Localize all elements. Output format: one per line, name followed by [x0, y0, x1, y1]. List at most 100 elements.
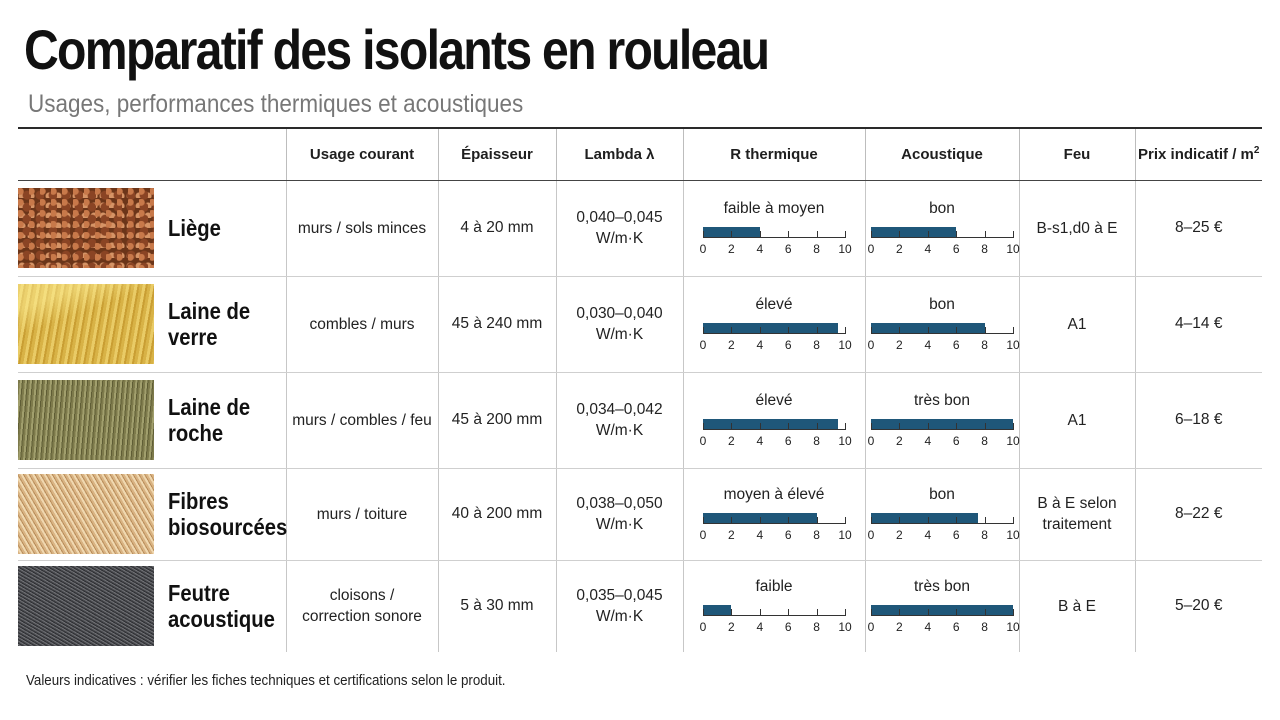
- scale-tick-label: 4: [756, 528, 764, 542]
- scale-tick-label: 8: [981, 242, 988, 256]
- scale-tick-label: 4: [924, 434, 932, 448]
- scale-baseline: [703, 429, 845, 430]
- feu-value: A1: [1067, 411, 1087, 429]
- scale-tick-label: 10: [838, 338, 852, 352]
- material-name: Laine de verre: [168, 298, 251, 350]
- r-thermique-cell: élevé 0 2 4 6 8 10: [682, 276, 865, 373]
- scale-baseline: [871, 333, 1013, 334]
- acoustique-bar: [871, 605, 1013, 617]
- acoustique-meter: bon 0 2 4 6 8 10: [866, 199, 1020, 257]
- scale-tick: [984, 327, 986, 334]
- scale-tick: [816, 231, 818, 238]
- scale-tick: [1013, 423, 1014, 430]
- scale-tick: [731, 609, 733, 617]
- epaisseur-value: 40 à 200 mm: [451, 505, 543, 522]
- scale-baseline: [703, 237, 845, 238]
- header-usage: Usage courant: [285, 129, 438, 181]
- scale-tick: [731, 327, 733, 334]
- r-thermique-bar: [703, 419, 838, 430]
- scale-tick: [1013, 231, 1014, 238]
- table-row: Laine de roche murs / combles / feu 45 à…: [18, 372, 1262, 469]
- material-swatch-image: [18, 188, 154, 268]
- table-row: Liège murs / sols minces 4 à 20 mm 0,040…: [18, 180, 1262, 277]
- epaisseur-cell: 45 à 240 mm: [437, 276, 556, 373]
- scale-tick-label: 10: [1006, 338, 1020, 352]
- r-thermique-scale: 0 2 4 6 8 10: [699, 511, 852, 543]
- feu-cell: B à E: [1018, 560, 1135, 652]
- scale-tick: [927, 327, 929, 334]
- scale-tick: [984, 517, 986, 524]
- scale-tick: [788, 609, 790, 617]
- scale-tick: [871, 327, 872, 334]
- page-subtitle: Usages, performances thermiques et acous…: [28, 90, 524, 118]
- lambda-cell: 0,034–0,042 W/m·K: [555, 372, 683, 469]
- acoustique-meter: bon 0 2 4 6 8 10: [866, 295, 1020, 353]
- acoustique-cell: bon 0 2 4 6 8 10: [864, 276, 1020, 373]
- scale-tick: [788, 423, 790, 430]
- scale-tick-label: 0: [867, 620, 875, 635]
- lambda-value: 0,030–0,040 W/m·K: [576, 305, 663, 343]
- lambda-value: 0,038–0,050 W/m·K: [576, 495, 663, 533]
- table-row: Feutre acoustique cloisons / correction …: [18, 560, 1262, 652]
- scale-tick: [816, 327, 818, 334]
- scale-tick: [759, 609, 761, 617]
- acoustique-label: bon: [929, 296, 955, 313]
- scale-tick-label: 4: [924, 242, 932, 256]
- scale-tick: [759, 327, 761, 334]
- scale-tick: [845, 231, 846, 238]
- lambda-cell: 0,038–0,050 W/m·K: [555, 468, 683, 561]
- scale-tick: [1013, 609, 1014, 617]
- scale-tick-label: 2: [728, 528, 735, 542]
- title-rule: [18, 127, 1262, 129]
- scale-tick: [845, 609, 846, 617]
- scale-tick-label: 0: [699, 620, 707, 635]
- scale-tick-label: 10: [1006, 434, 1020, 448]
- header-r-thermique: R thermique: [682, 129, 865, 181]
- table-header-row: Usage courant Épaisseur Lambda λ R therm…: [18, 129, 1262, 181]
- prix-value: 8–25 €: [1175, 219, 1223, 236]
- scale-tick: [731, 423, 733, 430]
- scale-tick-label: 0: [867, 338, 875, 352]
- scale-baseline: [703, 615, 845, 617]
- feu-cell: A1: [1018, 276, 1135, 373]
- scale-tick-label: 10: [838, 528, 852, 542]
- scale-tick-label: 2: [896, 242, 903, 256]
- r-thermique-meter: faible à moyen 0 2 4 6 8 10: [684, 199, 865, 257]
- scale-tick: [984, 231, 986, 238]
- header-epaisseur: Épaisseur: [437, 129, 556, 181]
- scale-baseline: [703, 523, 845, 524]
- scale-tick-label: 6: [784, 242, 792, 256]
- header-material: [18, 129, 286, 181]
- material-cell: Laine de roche: [18, 372, 286, 469]
- r-thermique-scale: 0 2 4 6 8 10: [699, 225, 852, 257]
- table-row: Laine de verre combles / murs 45 à 240 m…: [18, 276, 1262, 373]
- r-thermique-scale: 0 2 4 6 8 10: [699, 603, 852, 635]
- header-feu: Feu: [1018, 129, 1135, 181]
- scale-tick-label: 6: [784, 528, 792, 542]
- scale-tick-label: 4: [756, 242, 764, 256]
- acoustique-scale: 0 2 4 6 8 10: [867, 603, 1020, 635]
- feu-cell: B à E selon traitement: [1018, 468, 1135, 561]
- scale-tick-label: 4: [924, 528, 932, 542]
- prix-value: 6–18 €: [1175, 411, 1223, 428]
- page-title: Comparatif des isolants en rouleau: [24, 18, 770, 81]
- usage-cell: murs / combles / feu: [285, 372, 438, 469]
- scale-tick-label: 4: [756, 434, 764, 448]
- table-row: Fibres biosourcées murs / toiture 40 à 2…: [18, 468, 1262, 561]
- scale-tick-label: 8: [981, 338, 988, 352]
- usage-cell: cloisons / correction sonore: [285, 560, 438, 652]
- acoustique-meter: bon 0 2 4 6 8 10: [866, 485, 1020, 543]
- usage-cell: murs / sols minces: [285, 180, 438, 277]
- header-lambda: Lambda λ: [555, 129, 683, 181]
- scale-tick-label: 8: [813, 338, 820, 352]
- acoustique-meter: très bon 0 2 4 6 8 10: [866, 391, 1020, 449]
- scale-tick: [845, 517, 846, 524]
- acoustique-scale: 0 2 4 6 8 10: [867, 321, 1020, 353]
- r-thermique-meter: élevé 0 2 4 6 8 10: [684, 295, 865, 353]
- scale-tick-label: 0: [699, 434, 707, 448]
- epaisseur-value: 5 à 30 mm: [460, 597, 534, 615]
- lambda-value: 0,035–0,045 W/m·K: [576, 587, 663, 626]
- feu-value: B à E selon traitement: [1037, 495, 1117, 533]
- lambda-cell: 0,035–0,045 W/m·K: [555, 560, 683, 652]
- material-swatch-image: [18, 566, 154, 647]
